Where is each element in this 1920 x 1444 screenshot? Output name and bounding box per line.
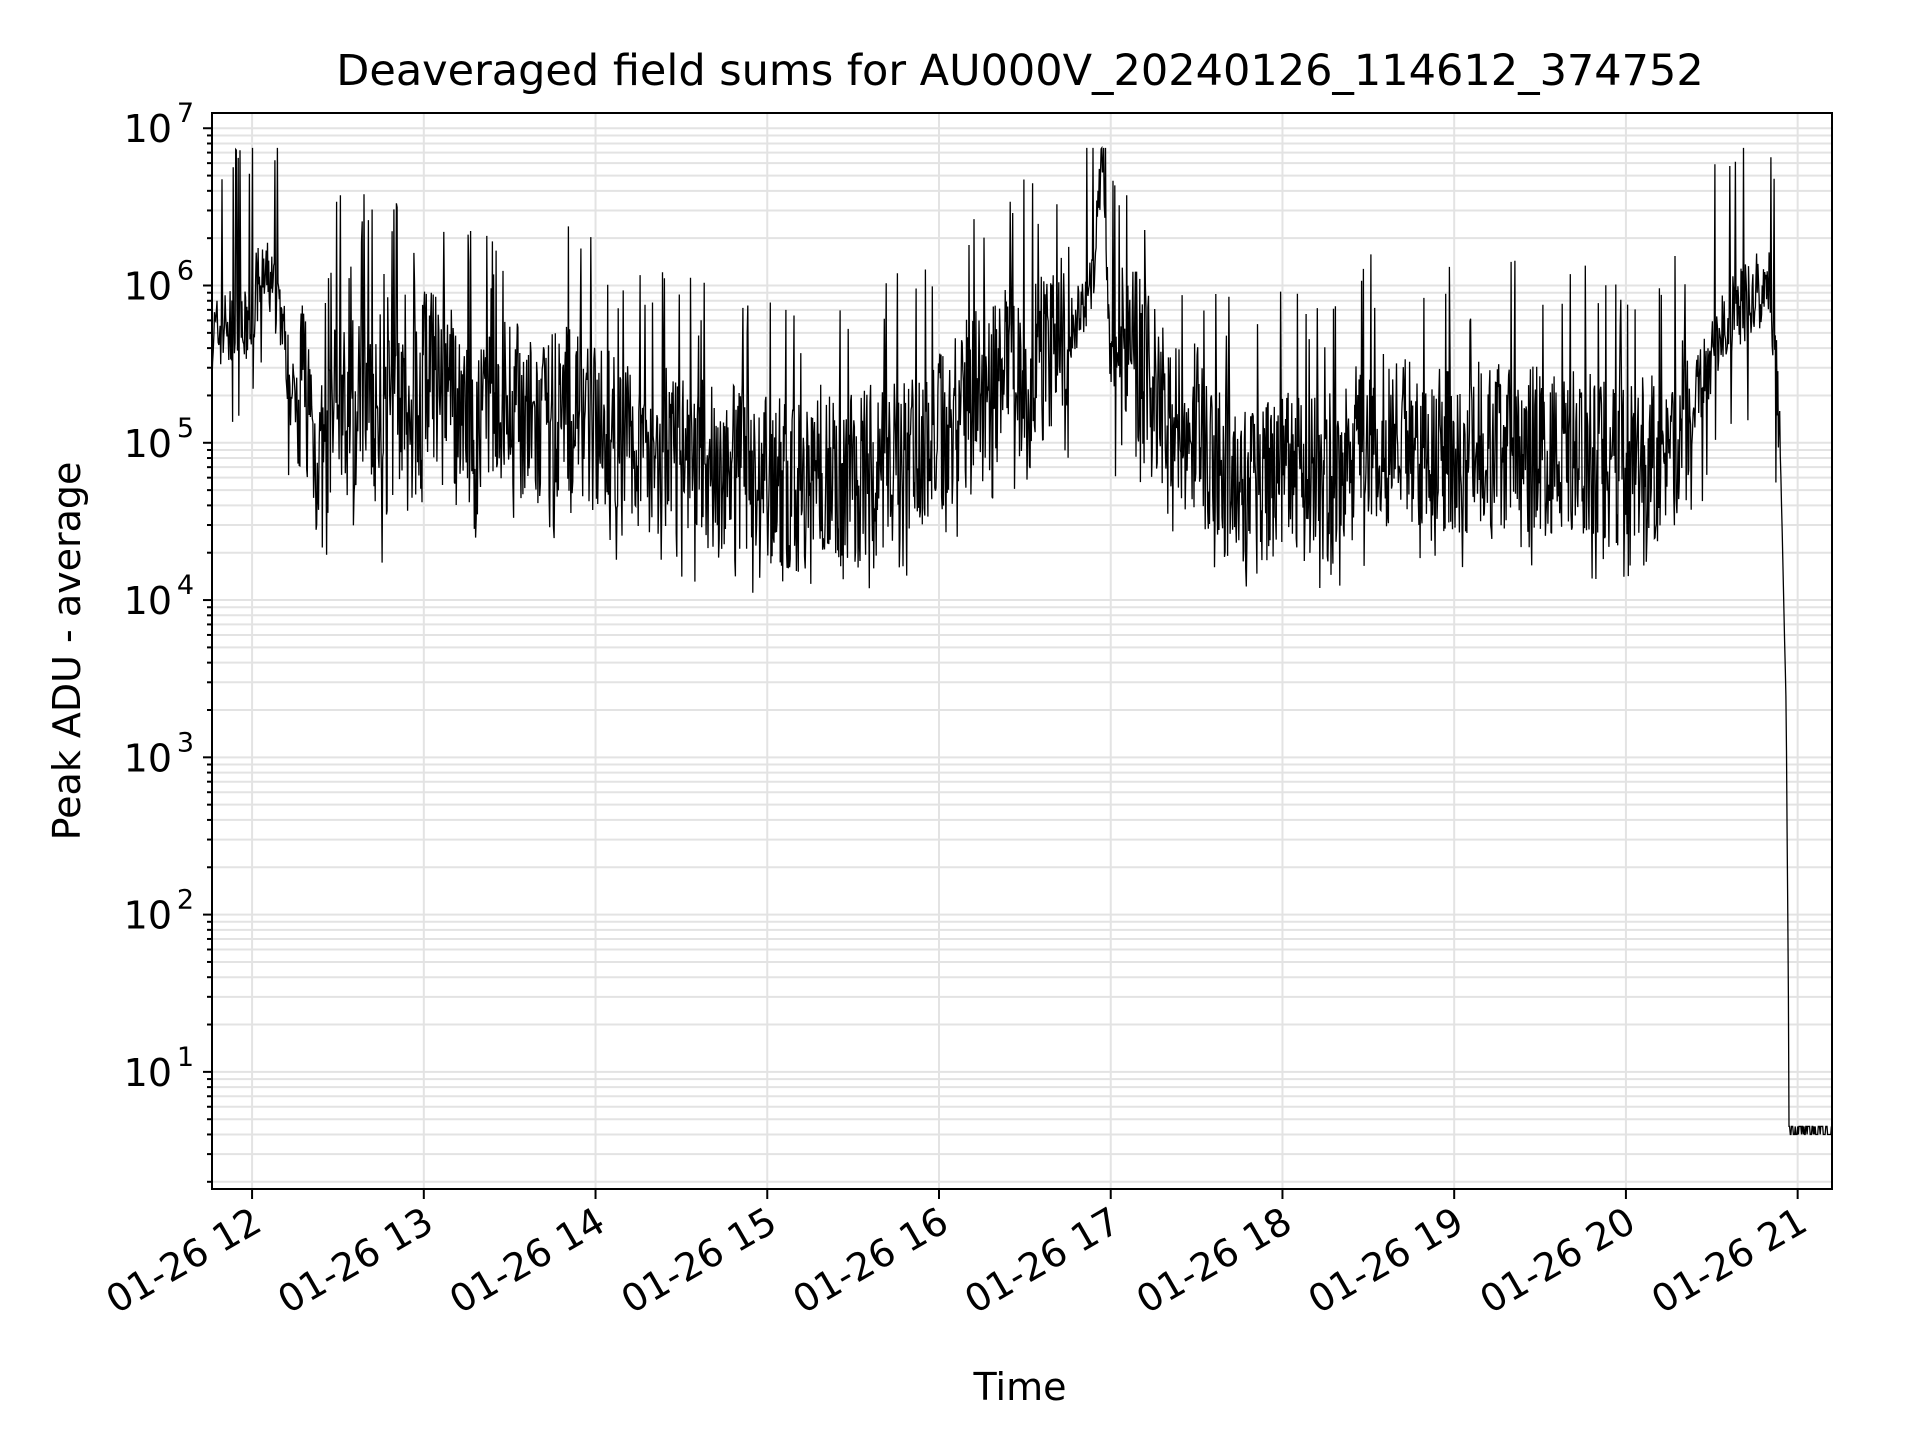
y-tick-exponent: 1 — [177, 1042, 194, 1073]
x-tick-label: 01-26 19 — [1301, 1199, 1471, 1323]
y-tick-exponent: 5 — [177, 413, 194, 444]
y-tick-exponent: 2 — [177, 885, 194, 916]
x-tick-label: 01-26 15 — [614, 1199, 784, 1323]
x-tick-label: 01-26 14 — [442, 1199, 612, 1323]
y-tick-exponent: 4 — [177, 570, 194, 601]
y-axis-label: Peak ADU - average — [45, 462, 89, 841]
chart-title: Deaveraged field sums for AU000V_2024012… — [336, 46, 1703, 96]
y-tick-label: 10 — [124, 894, 172, 938]
y-tick-label: 10 — [124, 736, 172, 780]
y-tick-label: 10 — [124, 422, 172, 466]
x-axis: 01-26 12 01-26 13 01-26 14 01-26 15 01-26 16… — [99, 1189, 1814, 1323]
x-axis-label: Time — [973, 1365, 1067, 1409]
x-tick-label: 01-26 16 — [786, 1199, 956, 1323]
y-tick-label: 10 — [124, 1051, 172, 1095]
y-tick-exponent: 7 — [177, 98, 194, 129]
grid — [212, 113, 1832, 1189]
y-tick-label: 10 — [124, 107, 172, 151]
x-tick-label: 01-26 17 — [957, 1199, 1127, 1323]
y-tick-exponent: 6 — [177, 256, 194, 287]
y-tick-label: 10 — [124, 579, 172, 623]
x-tick-label: 01-26 20 — [1472, 1199, 1642, 1323]
axes-frame — [211, 112, 1833, 1190]
series-line — [211, 145, 1833, 1136]
x-tick-label: 01-26 12 — [99, 1199, 269, 1323]
y-tick-exponent: 3 — [177, 727, 194, 758]
y-tick-label: 10 — [124, 265, 172, 309]
x-tick-label: 01-26 13 — [270, 1199, 440, 1323]
plot-area — [211, 145, 1833, 1136]
x-tick-label: 01-26 21 — [1644, 1199, 1814, 1323]
x-tick-label: 01-26 18 — [1129, 1199, 1299, 1323]
